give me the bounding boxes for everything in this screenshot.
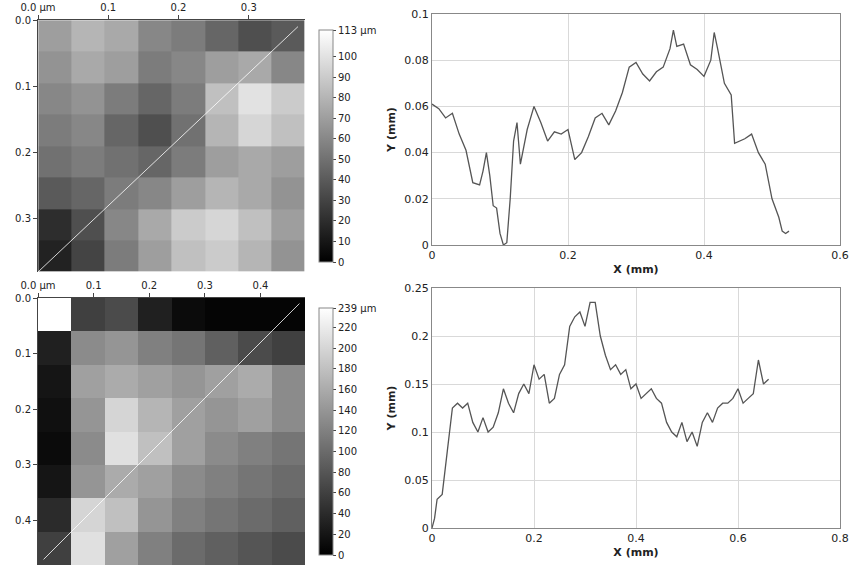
svg-text:0.05: 0.05 <box>404 474 429 487</box>
svg-text:0.2: 0.2 <box>411 330 429 343</box>
svg-text:60: 60 <box>338 487 351 498</box>
svg-text:0.4: 0.4 <box>695 249 713 262</box>
svg-text:0.0: 0.0 <box>15 293 31 304</box>
svg-text:0.1: 0.1 <box>86 280 102 291</box>
svg-text:90: 90 <box>338 72 351 83</box>
svg-text:0.0 µm: 0.0 µm <box>20 280 55 291</box>
svg-text:60: 60 <box>338 133 351 144</box>
svg-text:50: 50 <box>338 154 351 165</box>
svg-text:0.3: 0.3 <box>241 2 257 13</box>
svg-text:239 µm: 239 µm <box>338 303 376 314</box>
svg-text:113 µm: 113 µm <box>338 25 376 36</box>
svg-text:30: 30 <box>338 195 351 206</box>
svg-text:100: 100 <box>338 51 357 62</box>
svg-text:0.1: 0.1 <box>100 2 116 13</box>
svg-text:20: 20 <box>338 529 351 540</box>
svg-text:10: 10 <box>338 236 351 247</box>
svg-text:0.2: 0.2 <box>15 404 31 415</box>
svg-text:0.25: 0.25 <box>404 282 429 295</box>
svg-text:140: 140 <box>338 405 357 416</box>
svg-text:0.3: 0.3 <box>197 280 213 291</box>
svg-text:0.04: 0.04 <box>404 146 429 159</box>
svg-text:0.08: 0.08 <box>404 54 429 67</box>
svg-text:0.4: 0.4 <box>15 515 31 526</box>
svg-text:200: 200 <box>338 343 357 354</box>
svg-text:0.2: 0.2 <box>525 532 543 545</box>
svg-text:40: 40 <box>338 508 351 519</box>
svg-text:0.4: 0.4 <box>627 532 645 545</box>
svg-text:Y (mm): Y (mm) <box>385 386 398 432</box>
svg-text:180: 180 <box>338 363 357 374</box>
svg-text:0.2: 0.2 <box>141 280 157 291</box>
svg-text:0.8: 0.8 <box>831 532 849 545</box>
svg-text:120: 120 <box>338 425 357 436</box>
svg-text:80: 80 <box>338 92 351 103</box>
svg-text:0: 0 <box>429 532 436 545</box>
svg-text:0.0 µm: 0.0 µm <box>20 2 55 13</box>
svg-text:0.6: 0.6 <box>831 249 849 262</box>
svg-text:0: 0 <box>429 249 436 262</box>
svg-text:0.02: 0.02 <box>404 193 429 206</box>
svg-text:0.1: 0.1 <box>15 81 31 92</box>
svg-text:100: 100 <box>338 446 357 457</box>
svg-text:Y (mm): Y (mm) <box>385 107 398 153</box>
svg-text:0.3: 0.3 <box>15 459 31 470</box>
svg-text:0: 0 <box>422 239 429 252</box>
svg-text:0.2: 0.2 <box>171 2 187 13</box>
svg-text:40: 40 <box>338 174 351 185</box>
svg-text:0.2: 0.2 <box>559 249 577 262</box>
svg-text:220: 220 <box>338 322 357 333</box>
svg-text:0.1: 0.1 <box>411 426 429 439</box>
svg-text:160: 160 <box>338 384 357 395</box>
svg-text:70: 70 <box>338 113 351 124</box>
svg-text:0: 0 <box>422 522 429 535</box>
svg-text:X (mm): X (mm) <box>613 546 658 559</box>
svg-text:0.3: 0.3 <box>15 213 31 224</box>
svg-text:0.1: 0.1 <box>411 8 429 21</box>
svg-text:80: 80 <box>338 467 351 478</box>
svg-text:0.6: 0.6 <box>729 532 747 545</box>
svg-text:0.0: 0.0 <box>15 15 31 26</box>
svg-text:0.1: 0.1 <box>15 348 31 359</box>
svg-text:20: 20 <box>338 215 351 226</box>
svg-text:0.4: 0.4 <box>253 280 269 291</box>
svg-text:0.2: 0.2 <box>15 147 31 158</box>
svg-text:X (mm): X (mm) <box>613 263 658 276</box>
svg-text:0.06: 0.06 <box>404 100 429 113</box>
svg-text:0: 0 <box>338 257 344 268</box>
svg-text:0.15: 0.15 <box>404 378 429 391</box>
svg-text:0: 0 <box>338 550 344 561</box>
